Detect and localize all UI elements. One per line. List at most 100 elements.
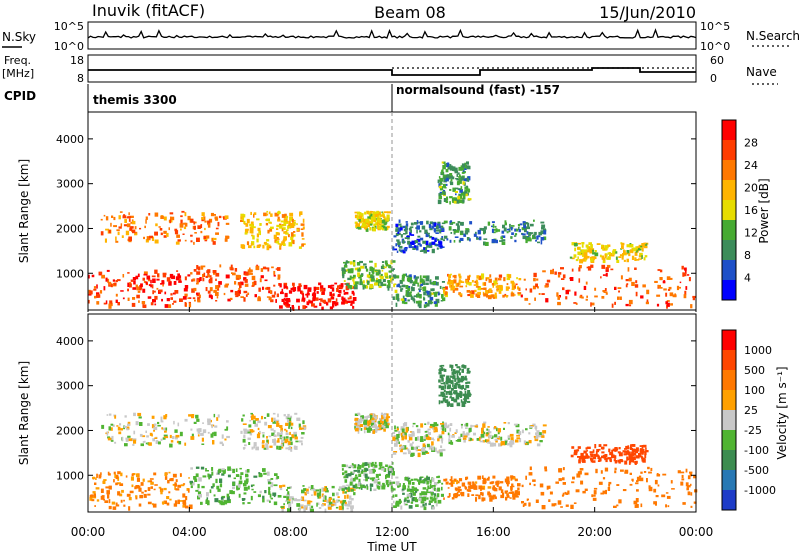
velocity-data-cell <box>247 502 251 504</box>
velocity-data-cell <box>242 438 246 443</box>
power-data-cell <box>425 282 429 285</box>
velocity-data-cell <box>412 446 417 450</box>
velocity-data-cell <box>322 494 326 499</box>
power-data-cell <box>201 212 205 217</box>
power-data-cell <box>581 296 584 299</box>
power-data-cell <box>407 287 411 291</box>
velocity-data-cell <box>442 397 446 402</box>
power-data-cell <box>277 211 281 214</box>
velocity-data-cell <box>431 441 434 446</box>
power-data-cell <box>397 241 401 246</box>
power-data-cell <box>344 291 349 295</box>
power-data-cell <box>335 298 338 302</box>
velocity-data-cell <box>257 420 261 424</box>
velocity-data-cell <box>436 450 440 454</box>
power-data-cell <box>405 230 408 235</box>
power-data-cell <box>152 290 154 295</box>
power-data-cell <box>370 216 374 220</box>
velocity-data-cell <box>411 497 416 502</box>
velocity-data-cell <box>213 413 216 418</box>
velocity-data-cell <box>457 439 462 442</box>
power-data-cell <box>454 167 458 171</box>
velocity-data-cell <box>212 432 215 435</box>
velocity-data-cell <box>600 492 605 495</box>
velocity-data-cell <box>411 486 415 489</box>
velocity-data-cell <box>439 370 442 374</box>
power-data-cell <box>196 271 201 275</box>
velocity-data-cell <box>467 493 470 497</box>
velocity-data-cell <box>460 399 463 403</box>
power-data-cell <box>347 284 352 287</box>
velocity-data-cell <box>117 491 121 496</box>
power-data-cell <box>441 281 445 283</box>
power-data-cell <box>380 217 382 220</box>
power-data-cell <box>419 230 422 233</box>
power-data-cell <box>168 227 170 231</box>
velocity-data-cell <box>327 504 332 509</box>
power-data-cell <box>352 305 355 309</box>
velocity-data-cell <box>463 398 466 401</box>
power-data-cell <box>419 294 422 299</box>
velocity-data-cell <box>456 479 458 485</box>
velocity-data-cell <box>375 429 378 433</box>
velocity-data-cell <box>440 391 445 396</box>
velocity-data-cell <box>247 437 251 440</box>
power-data-cell <box>333 293 335 297</box>
power-data-cell <box>209 277 213 281</box>
power-data-cell <box>483 287 487 290</box>
power-data-cell <box>110 222 112 227</box>
velocity-data-cell <box>449 364 452 368</box>
power-data-cell <box>191 279 194 282</box>
power-data-cell <box>160 283 162 285</box>
velocity-data-cell <box>457 383 461 388</box>
velocity-data-cell <box>407 477 411 480</box>
velocity-data-cell <box>665 504 667 508</box>
velocity-data-cell <box>605 457 608 460</box>
power-data-cell <box>162 272 167 276</box>
velocity-data-cell <box>665 492 669 494</box>
power-data-cell <box>550 269 554 275</box>
power-data-cell <box>494 277 498 282</box>
velocity-data-cell <box>598 444 602 447</box>
velocity-data-cell <box>195 466 200 469</box>
velocity-data-cell <box>313 488 316 493</box>
power-data-cell <box>643 242 647 245</box>
velocity-data-cell <box>451 371 455 375</box>
velocity-data-cell <box>341 488 345 491</box>
velocity-data-cell <box>635 482 639 485</box>
power-data-cell <box>517 286 519 290</box>
velocity-data-cell <box>138 416 142 419</box>
power-data-cell <box>621 255 624 260</box>
power-data-cell <box>445 169 449 173</box>
power-data-cell <box>122 215 127 219</box>
colorbar-frame <box>721 329 737 511</box>
velocity-data-cell <box>261 415 264 420</box>
power-data-cell <box>556 292 559 297</box>
velocity-data-cell <box>152 503 157 508</box>
power-data-cell <box>471 280 474 283</box>
velocity-data-cell <box>284 441 288 444</box>
velocity-data-cell <box>405 503 408 506</box>
velocity-data-cell <box>211 471 214 476</box>
velocity-data-cell <box>366 486 369 490</box>
power-data-cell <box>654 280 658 283</box>
velocity-data-cell <box>487 429 490 433</box>
power-data-cell <box>285 232 289 235</box>
power-data-cell <box>378 279 381 283</box>
velocity-data-cell <box>471 438 474 441</box>
velocity-data-cell <box>372 469 375 471</box>
velocity-data-cell <box>280 443 283 447</box>
velocity-data-cell <box>445 478 448 481</box>
power-data-cell <box>281 298 285 302</box>
velocity-data-cell <box>342 489 345 494</box>
power-data-cell <box>196 265 199 270</box>
power-data-cell <box>298 246 302 249</box>
power-data-cell <box>181 210 185 213</box>
velocity-data-cell <box>251 430 255 433</box>
power-data-cell <box>633 247 637 252</box>
velocity-data-cell <box>570 454 574 458</box>
power-data-cell <box>432 222 435 225</box>
power-data-cell <box>439 245 443 248</box>
velocity-data-cell <box>227 474 231 478</box>
velocity-data-cell <box>656 473 659 476</box>
